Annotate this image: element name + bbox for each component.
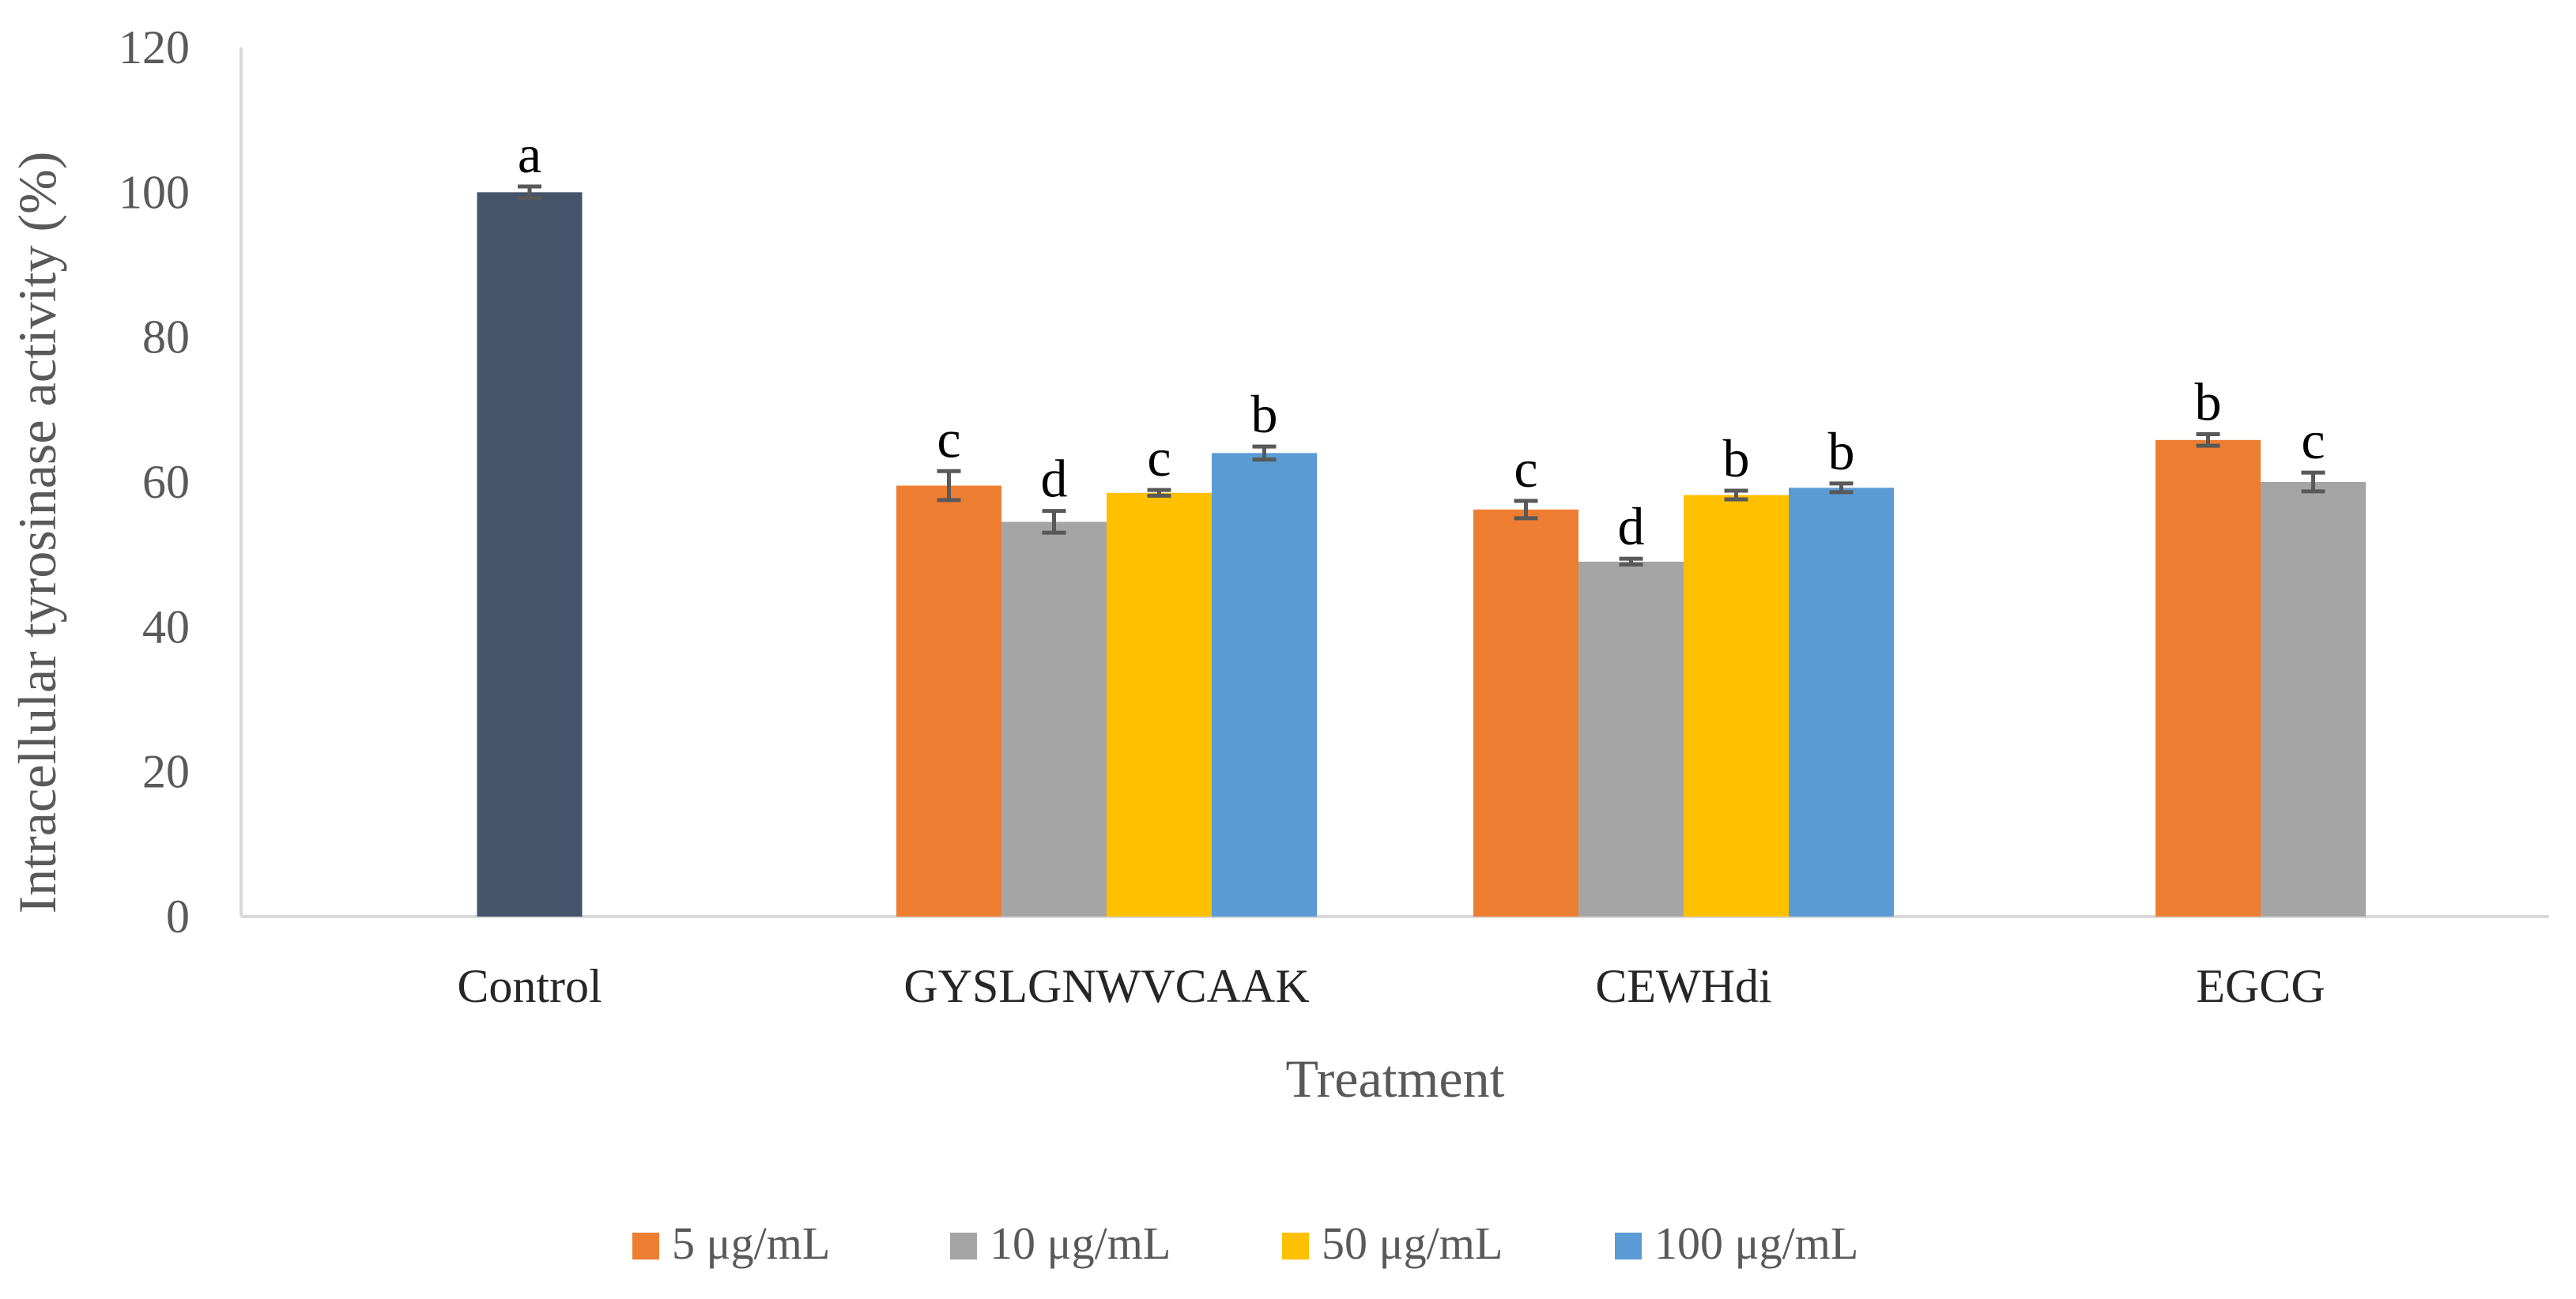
legend-swatch (1615, 1233, 1642, 1259)
bar (1212, 453, 1317, 917)
significance-label: c (937, 409, 960, 469)
legend: 5 μg/mL 10 μg/mL 50 μg/mL 100 μg/mL (632, 1218, 1858, 1269)
legend-label: 5 μg/mL (672, 1218, 830, 1269)
y-tick-label: 20 (142, 746, 190, 798)
significance-label: b (1251, 384, 1278, 444)
significance-label: c (1147, 427, 1171, 488)
bar (1578, 561, 1684, 917)
legend-swatch (632, 1233, 659, 1259)
bar (2261, 482, 2366, 917)
y-axis-title: Intracellular tyrosinase activity (%) (7, 152, 67, 914)
significance-label: a (518, 124, 541, 184)
significance-label: d (1618, 496, 1645, 556)
bar (1473, 509, 1578, 917)
bar (477, 192, 583, 917)
bar (1107, 492, 1212, 917)
legend-label: 100 μg/mL (1654, 1218, 1858, 1269)
x-category-label: Control (457, 960, 602, 1012)
significance-label: d (1041, 449, 1068, 509)
y-tick-label: 60 (142, 456, 190, 508)
significance-label: c (1514, 439, 1537, 499)
category-labels: Control GYSLGNWVCAAK CEWHdi EGCG (457, 960, 2325, 1012)
y-tick-label: 100 (119, 166, 190, 218)
legend-label: 10 μg/mL (990, 1218, 1171, 1269)
significance-label: b (1828, 421, 1855, 481)
x-axis-title: Treatment (1285, 1049, 1504, 1109)
significance-label: b (2195, 372, 2222, 432)
significance-label: c (2301, 410, 2325, 470)
bar (1684, 495, 1789, 917)
bar (1001, 521, 1107, 917)
x-category-label: GYSLGNWVCAAK (903, 960, 1309, 1012)
y-tick-label: 40 (142, 601, 190, 653)
bar (896, 485, 1001, 917)
legend-swatch (950, 1233, 977, 1259)
significance-label: b (1723, 428, 1750, 488)
legend-swatch (1282, 1233, 1309, 1259)
bars-group: a c d c b c d b b b c (477, 124, 2366, 917)
y-axis-ticks: 0 20 40 60 80 100 120 (119, 21, 190, 943)
y-tick-label: 80 (142, 311, 190, 363)
x-category-label: EGCG (2196, 960, 2325, 1012)
y-tick-label: 120 (119, 21, 190, 73)
bar (2155, 439, 2261, 917)
y-tick-label: 0 (166, 890, 190, 943)
x-category-label: CEWHdi (1595, 960, 1771, 1012)
legend-label: 50 μg/mL (1322, 1218, 1503, 1269)
bar (1789, 488, 1894, 917)
